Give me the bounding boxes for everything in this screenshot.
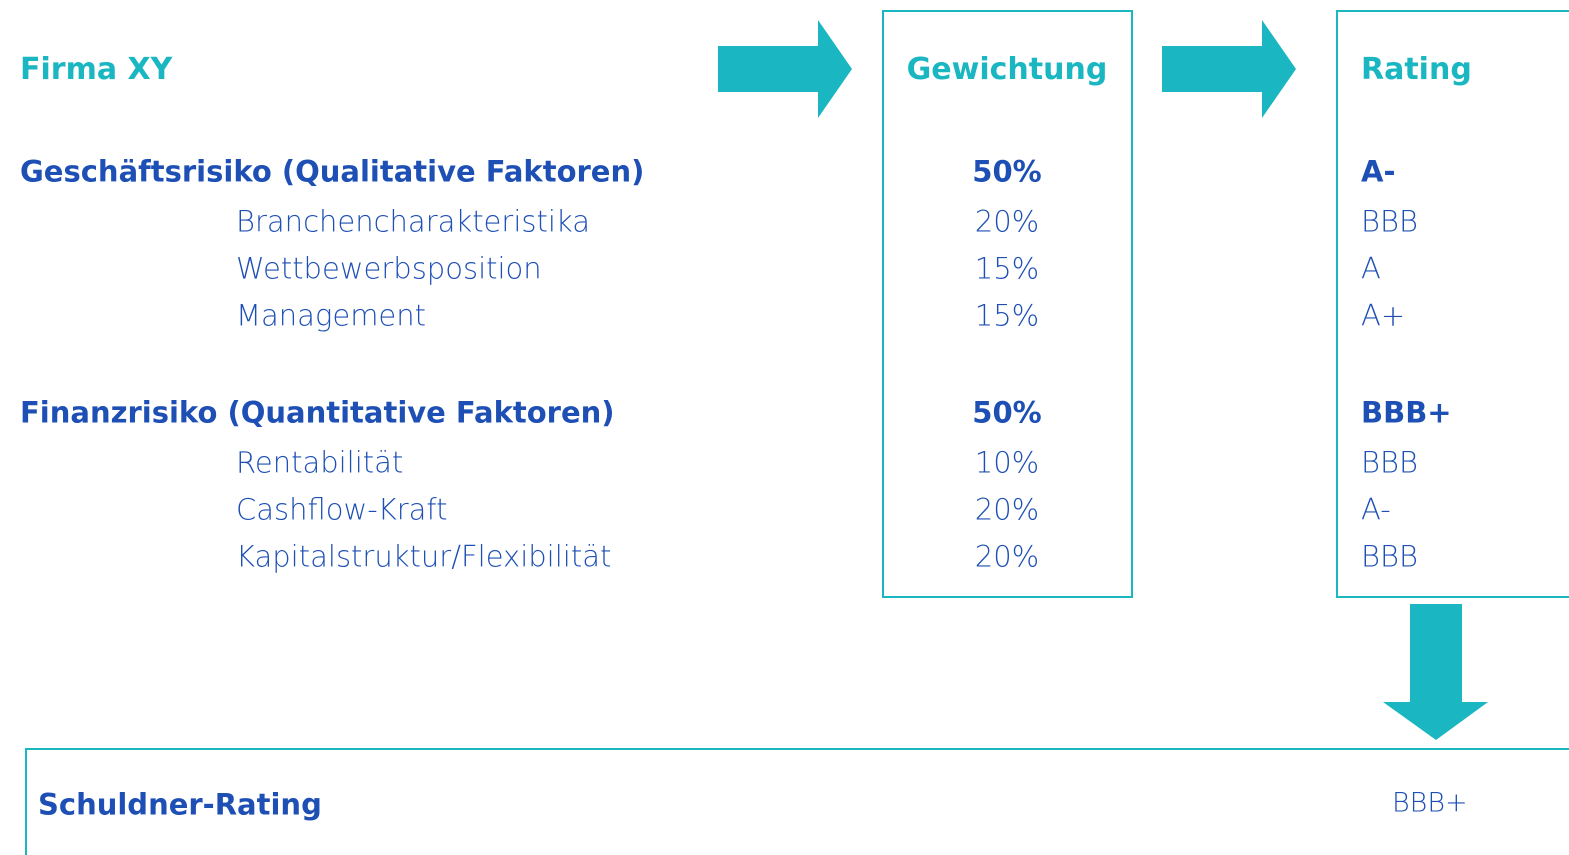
item-rating: A+	[1361, 298, 1406, 333]
weight-heading: Gewichtung	[906, 52, 1108, 87]
rating-column-box	[1336, 10, 1569, 598]
item-label: Wettbewerbsposition	[236, 251, 542, 286]
item-label: Rentabilität	[236, 445, 404, 480]
item-rating: BBB	[1361, 445, 1418, 480]
group-label: Finanzrisiko (Quantitative Faktoren)	[20, 395, 615, 430]
result-box	[25, 748, 1569, 855]
result-rating: BBB+	[1392, 787, 1468, 819]
group-weight: 50%	[972, 395, 1042, 430]
arrow-down	[1383, 604, 1488, 740]
group-weight: 50%	[972, 154, 1042, 189]
item-rating: A-	[1361, 492, 1391, 527]
item-rating: A	[1361, 251, 1381, 286]
item-rating: BBB	[1361, 204, 1418, 239]
item-weight: 20%	[974, 539, 1040, 574]
title: Firma XY	[20, 52, 173, 87]
arrow-right	[718, 20, 852, 118]
result-label: Schuldner-Rating	[38, 787, 322, 822]
item-weight: 15%	[974, 251, 1040, 286]
item-weight: 15%	[974, 298, 1040, 333]
item-label: Kapitalstruktur/Flexibilität	[236, 539, 612, 574]
item-label: Branchencharakteristika	[236, 204, 590, 239]
item-weight: 20%	[974, 492, 1040, 527]
item-weight: 20%	[974, 204, 1040, 239]
weight-column-box	[882, 10, 1133, 598]
group-label: Geschäftsrisiko (Qualitative Faktoren)	[20, 154, 645, 189]
group-rating: A-	[1361, 154, 1396, 189]
item-rating: BBB	[1361, 539, 1418, 574]
rating-heading: Rating	[1361, 52, 1472, 87]
arrow-right	[1162, 20, 1296, 118]
item-label: Cashflow-Kraft	[236, 492, 448, 527]
group-rating: BBB+	[1361, 395, 1452, 430]
item-label: Management	[236, 298, 427, 333]
item-weight: 10%	[974, 445, 1040, 480]
